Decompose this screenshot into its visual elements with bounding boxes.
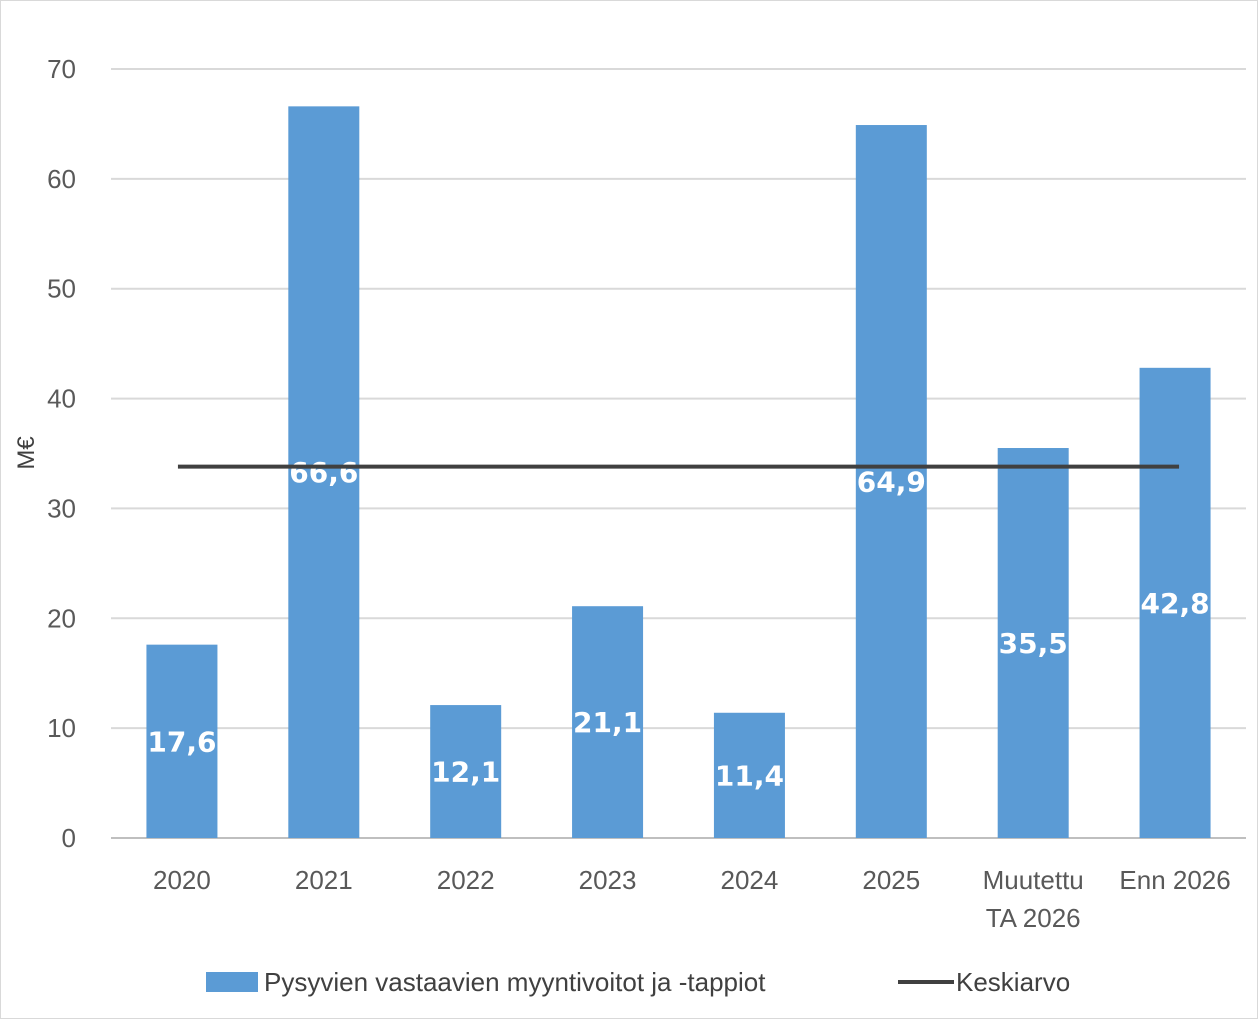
data-label: 12,1	[431, 756, 500, 789]
data-label: 35,5	[999, 627, 1068, 660]
y-tick-label: 30	[47, 493, 76, 523]
bar	[572, 606, 644, 838]
x-tick-label: 2024	[721, 865, 779, 895]
data-label: 66,6	[289, 456, 358, 489]
bars: 17,6 66,6 12,1 21,1 11,4 64,9 35,5 42,8	[146, 106, 1211, 838]
x-axis-ticks: 2020 2021 2022 2023 2024 2025 Muutettu TA 2026 E…	[153, 865, 1231, 933]
x-tick-label: Enn 2026	[1119, 865, 1230, 895]
legend-label-line: Keskiarvo	[956, 967, 1070, 997]
y-tick-label: 60	[47, 164, 76, 194]
x-tick-label: 2021	[295, 865, 353, 895]
x-tick-label: Muutettu TA 2026	[983, 865, 1084, 933]
legend: Pysyvien vastaavien myyntivoitot ja -tap…	[206, 967, 1070, 997]
y-tick-label: 40	[47, 384, 76, 414]
x-tick-label: 2022	[437, 865, 495, 895]
y-tick-label: 50	[47, 274, 76, 304]
legend-swatch-bars	[206, 972, 258, 992]
data-label: 64,9	[857, 466, 926, 499]
bar	[146, 644, 218, 838]
bar	[997, 448, 1069, 838]
y-axis-label: M€	[13, 436, 40, 470]
y-tick-label: 70	[47, 54, 76, 84]
y-axis-ticks: 0 10 20 30 40 50 60 70	[47, 54, 76, 853]
data-label: 11,4	[715, 759, 784, 792]
x-tick-label: 2023	[579, 865, 637, 895]
x-tick-label: 2025	[862, 865, 920, 895]
y-tick-label: 0	[62, 823, 76, 853]
data-label: 17,6	[147, 725, 216, 758]
data-label: 42,8	[1141, 587, 1210, 620]
bar	[1139, 367, 1211, 838]
bar	[288, 106, 360, 838]
y-tick-label: 10	[47, 713, 76, 743]
x-tick-label: 2020	[153, 865, 211, 895]
bar	[430, 705, 502, 838]
data-label: 21,1	[573, 706, 642, 739]
legend-label-bars: Pysyvien vastaavien myyntivoitot ja -tap…	[264, 967, 766, 997]
bar	[713, 712, 785, 838]
gridlines	[111, 68, 1246, 839]
bar	[855, 125, 927, 838]
y-tick-label: 20	[47, 603, 76, 633]
